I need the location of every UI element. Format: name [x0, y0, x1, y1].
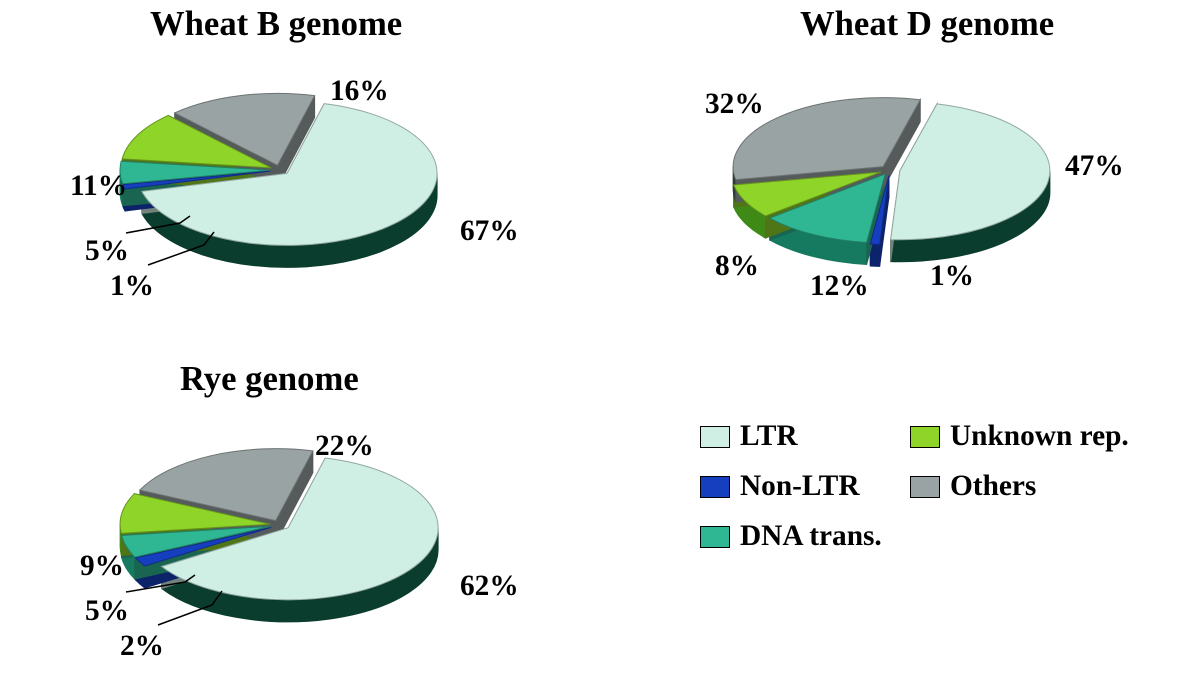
legend-item-others: Others — [910, 470, 1036, 503]
wheat_d-title: Wheat D genome — [800, 5, 1054, 44]
pct-label-non_ltr: 1% — [930, 260, 974, 293]
wheat_b-panel: Wheat B genome67%1%5%11%16% — [30, 40, 550, 320]
pct-label-dna_trans: 5% — [85, 235, 129, 268]
wheat_b-title: Wheat B genome — [150, 5, 402, 44]
pct-label-ltr: 62% — [460, 570, 519, 603]
pct-label-unknown: 9% — [80, 550, 124, 583]
pct-label-ltr: 67% — [460, 215, 519, 248]
pct-label-others: 22% — [315, 430, 374, 463]
legend-swatch-dna_trans — [700, 526, 730, 548]
pct-label-non_ltr: 2% — [120, 630, 164, 663]
legend-item-ltr: LTR — [700, 420, 798, 453]
legend-label-others: Others — [950, 470, 1036, 503]
legend-label-non_ltr: Non-LTR — [740, 470, 860, 503]
pct-label-unknown: 11% — [70, 170, 127, 203]
legend-label-dna_trans: DNA trans. — [740, 520, 882, 553]
legend-swatch-non_ltr — [700, 476, 730, 498]
rye-panel: Rye genome62%2%5%9%22% — [30, 395, 550, 675]
legend-label-ltr: LTR — [740, 420, 798, 453]
legend-label-unknown: Unknown rep. — [950, 420, 1129, 453]
legend-item-non_ltr: Non-LTR — [700, 470, 860, 503]
pct-label-unknown: 8% — [715, 250, 759, 283]
pct-label-dna_trans: 12% — [810, 270, 869, 303]
wheat_d-panel: Wheat D genome47%1%12%8%32% — [640, 40, 1160, 320]
legend-swatch-ltr — [700, 426, 730, 448]
pct-label-non_ltr: 1% — [110, 270, 154, 303]
legend-swatch-unknown — [910, 426, 940, 448]
legend-item-unknown: Unknown rep. — [910, 420, 1129, 453]
pct-label-ltr: 47% — [1065, 150, 1124, 183]
legend-swatch-others — [910, 476, 940, 498]
legend-item-dna_trans: DNA trans. — [700, 520, 882, 553]
pct-label-others: 16% — [330, 75, 389, 108]
rye-title: Rye genome — [180, 360, 359, 399]
pct-label-dna_trans: 5% — [85, 595, 129, 628]
pct-label-others: 32% — [705, 88, 764, 121]
legend: LTR Non-LTR DNA trans. Unknown rep. Others — [700, 420, 1160, 600]
rye-pie — [30, 395, 550, 675]
